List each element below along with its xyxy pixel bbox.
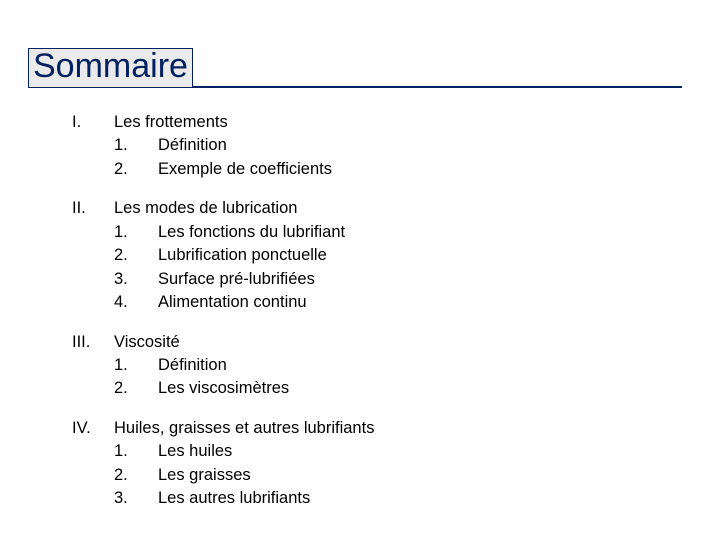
item-label: Définition [150, 355, 227, 376]
toc-item: 2. Les viscosimètres [114, 378, 660, 399]
table-of-contents: I. Les frottements 1. Définition 2. Exem… [72, 112, 660, 528]
section-heading: Les modes de lubrication [114, 198, 660, 219]
section-heading: Viscosité [114, 332, 660, 353]
item-number: 1. [114, 441, 150, 462]
toc-section: II. Les modes de lubrication 1. Les fonc… [72, 198, 660, 313]
toc-section: IV. Huiles, graisses et autres lubrifian… [72, 418, 660, 510]
item-number: 4. [114, 292, 150, 313]
toc-item: 3. Surface pré-lubrifiées [114, 269, 660, 290]
title-rule: Sommaire [28, 48, 682, 88]
section-numeral: II. [72, 198, 114, 313]
item-label: Les huiles [150, 441, 232, 462]
item-number: 1. [114, 135, 150, 156]
section-numeral: IV. [72, 418, 114, 510]
section-heading: Les frottements [114, 112, 660, 133]
item-number: 2. [114, 378, 150, 399]
section-numeral: III. [72, 332, 114, 400]
item-label: Les fonctions du lubrifiant [150, 222, 345, 243]
page-title: Sommaire [33, 47, 188, 85]
item-label: Les autres lubrifiants [150, 488, 310, 509]
toc-item: 1. Définition [114, 135, 660, 156]
toc-section: III. Viscosité 1. Définition 2. Les visc… [72, 332, 660, 400]
item-label: Exemple de coefficients [150, 159, 332, 180]
toc-item: 1. Les huiles [114, 441, 660, 462]
toc-item: 1. Définition [114, 355, 660, 376]
toc-item: 3. Les autres lubrifiants [114, 488, 660, 509]
toc-section: I. Les frottements 1. Définition 2. Exem… [72, 112, 660, 180]
title-box: Sommaire [28, 48, 193, 88]
item-number: 2. [114, 159, 150, 180]
item-number: 2. [114, 245, 150, 266]
toc-item: 2. Les graisses [114, 465, 660, 486]
item-label: Alimentation continu [150, 292, 307, 313]
section-numeral: I. [72, 112, 114, 180]
item-label: Lubrification ponctuelle [150, 245, 327, 266]
item-number: 2. [114, 465, 150, 486]
item-number: 3. [114, 488, 150, 509]
toc-item: 1. Les fonctions du lubrifiant [114, 222, 660, 243]
toc-item: 2. Lubrification ponctuelle [114, 245, 660, 266]
section-heading: Huiles, graisses et autres lubrifiants [114, 418, 660, 439]
item-label: Les viscosimètres [150, 378, 289, 399]
item-label: Surface pré-lubrifiées [150, 269, 315, 290]
item-number: 3. [114, 269, 150, 290]
item-label: Les graisses [150, 465, 251, 486]
item-number: 1. [114, 222, 150, 243]
toc-item: 4. Alimentation continu [114, 292, 660, 313]
item-label: Définition [150, 135, 227, 156]
toc-item: 2. Exemple de coefficients [114, 159, 660, 180]
item-number: 1. [114, 355, 150, 376]
